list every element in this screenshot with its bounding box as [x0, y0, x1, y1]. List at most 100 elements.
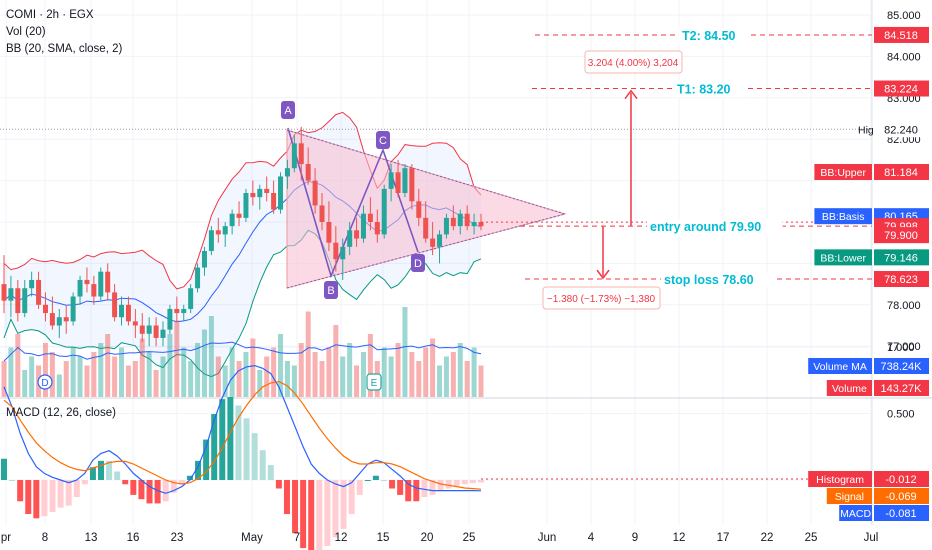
- abcd-path: [287, 127, 419, 279]
- histogram-bar: [49, 480, 56, 512]
- t1-price-tag: 83.224: [884, 84, 918, 96]
- bollinger-legend[interactable]: BB (20, SMA, close, 2): [6, 43, 123, 55]
- x-tick-label: 12: [335, 532, 348, 544]
- candle-body: [416, 201, 422, 218]
- candle-body: [49, 313, 55, 326]
- y-tick-label: 84.000: [887, 51, 921, 63]
- volume-bars: [1, 307, 484, 397]
- histogram-bar: [203, 439, 210, 480]
- volume-bar: [409, 352, 415, 397]
- candle-body: [119, 304, 125, 318]
- pattern-point-c: [376, 131, 390, 149]
- volume-bar: [215, 356, 221, 397]
- macd-line: [3, 364, 482, 494]
- histogram-bar: [478, 480, 484, 483]
- histogram-bar: [300, 480, 307, 549]
- up-measure-text: 3.204 (4.00%) 3,204: [588, 58, 679, 69]
- candles: [1, 126, 484, 347]
- x-tick-label: 4: [588, 532, 595, 544]
- candle-body: [215, 230, 221, 235]
- histogram-bar: [397, 480, 404, 495]
- volume-bar: [395, 343, 401, 397]
- histogram-bar: [227, 397, 234, 480]
- histogram-bar: [421, 480, 428, 498]
- volume-bar: [208, 316, 214, 397]
- up-arrow-head: [624, 89, 638, 100]
- volume-bar: [402, 307, 408, 397]
- volume-bar: [443, 356, 449, 397]
- time-axis: pr 8 13 16 23 May 7 12 15 20 25 Jun 4 9 12 17 22 25 Jul: [1, 532, 878, 544]
- entry-price-tag-bg: [874, 227, 929, 244]
- pattern-point-a: [281, 101, 295, 119]
- signal-tag: Signal: [835, 491, 864, 503]
- candle-body: [174, 308, 180, 314]
- candle-body: [423, 217, 429, 239]
- histogram-bar: [170, 480, 177, 493]
- y-tick-label: 78.000: [887, 300, 921, 312]
- macd-legend[interactable]: MACD (12, 26, close): [6, 407, 116, 419]
- volume-value-bg: [874, 380, 929, 396]
- pattern-point-label: B: [327, 285, 334, 297]
- volume-bar: [381, 347, 387, 397]
- volume-bar: [388, 356, 394, 397]
- volume-bar: [319, 361, 325, 397]
- candle-body: [42, 304, 48, 314]
- volume-bar: [298, 343, 304, 397]
- volume-bar: [360, 352, 366, 397]
- volume-bar: [284, 361, 290, 397]
- high-value-bg: [874, 121, 929, 138]
- volume-bar: [457, 343, 463, 397]
- histogram-bar: [195, 460, 202, 480]
- candle-body: [471, 222, 477, 227]
- x-tick-label: 13: [85, 532, 98, 544]
- histogram-bar: [429, 480, 436, 495]
- macd-tag-bg: [839, 505, 872, 521]
- volume-tag: Volume: [832, 383, 867, 395]
- macd-value: -0.081: [885, 508, 916, 520]
- candle-body: [229, 213, 235, 227]
- volume-legend[interactable]: Vol (20): [6, 26, 46, 38]
- volume-bar: [139, 338, 145, 397]
- bb-lower-value: 79.146: [884, 252, 918, 264]
- candle-body: [354, 230, 360, 239]
- volume-bar: [326, 347, 332, 397]
- histogram-bar: [413, 480, 420, 502]
- candle-body: [84, 279, 90, 285]
- histogram-bar: [267, 465, 274, 480]
- candle-body: [430, 238, 436, 247]
- volume-bar: [278, 334, 284, 397]
- volume-bar: [367, 334, 373, 397]
- candle-body: [29, 279, 35, 289]
- volume-bar: [132, 361, 138, 397]
- histogram-bar: [65, 480, 72, 506]
- x-tick-label: 8: [42, 532, 48, 544]
- histogram-bar: [81, 480, 88, 485]
- volume-ma-tag: Volume MA: [813, 361, 867, 373]
- candle-body: [15, 288, 21, 314]
- candle-body: [208, 230, 214, 251]
- candle-body: [271, 193, 277, 210]
- histogram-bar: [275, 480, 282, 489]
- candle-body: [56, 317, 62, 326]
- volume-bar: [271, 347, 277, 397]
- histogram-bar: [122, 480, 129, 485]
- stop-price-tag-bg: [874, 271, 929, 288]
- candle-body: [63, 317, 69, 322]
- dividend-marker-label: D: [41, 378, 48, 389]
- histogram-bar: [405, 480, 412, 502]
- histogram-bar: [372, 475, 379, 480]
- volume-bar: [333, 325, 339, 397]
- symbol-legend[interactable]: COMI · 2h · EGX: [6, 9, 94, 21]
- bb-lower-value-bg: [874, 249, 929, 266]
- x-tick-label: Jul: [864, 532, 879, 544]
- volume-bar: [423, 347, 429, 397]
- volume-bar: [63, 361, 69, 397]
- candle-body: [236, 213, 242, 218]
- candle-body: [319, 205, 325, 222]
- volume-bar: [112, 356, 118, 397]
- histogram-bar: [356, 480, 363, 495]
- volume-bar: [125, 365, 131, 397]
- volume-bar: [119, 347, 125, 397]
- candle-body: [222, 226, 228, 235]
